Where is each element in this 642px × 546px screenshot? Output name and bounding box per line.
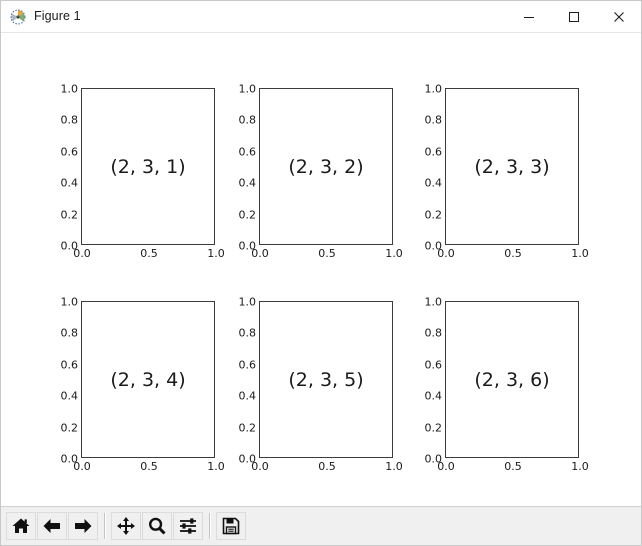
y-tick-label: 0.0 [60,452,79,466]
y-tick-label: 0.4 [424,176,443,190]
y-tick-label: 0.6 [424,145,443,159]
y-tick-label: 0.0 [238,239,257,253]
subplot-annotation: (2, 3, 1) [110,155,186,178]
y-tick-label: 0.0 [60,239,79,253]
zoom-button[interactable] [142,512,172,540]
y-tick-label: 0.2 [238,208,257,222]
x-tick-label: 1.0 [385,247,403,260]
home-button[interactable] [6,512,36,540]
subplot-annotation: (2, 3, 5) [288,368,364,391]
y-tick-label: 0.8 [60,113,79,127]
y-tick-label: 1.0 [238,295,257,309]
matplotlib-logo-icon [10,9,26,25]
pan-move-icon [117,517,135,535]
y-tick-label: 0.0 [238,452,257,466]
minimize-button[interactable] [506,1,551,32]
x-tick-label: 0.5 [140,460,158,473]
y-tick-label: 0.8 [238,113,257,127]
figure-canvas-area[interactable]: (2, 3, 1) 0.0 0.2 0.4 0.6 0.8 1.0 0.0 0.5 1.0 (2, … [1,33,641,506]
configure-subplots-button[interactable] [173,512,203,540]
subplot-annotation: (2, 3, 4) [110,368,186,391]
subplot-axes-3[interactable]: (2, 3, 3) 0.0 0.2 0.4 0.6 0.8 1.0 0.0 0.5 1.0 [425,83,589,261]
window-title: Figure 1 [34,9,81,24]
y-tick-label: 0.2 [60,208,79,222]
y-tick-label: 0.2 [424,421,443,435]
x-tick-label: 1.0 [207,460,225,473]
maximize-icon [568,11,579,22]
window-controls [506,1,641,32]
y-tick-label: 0.4 [424,389,443,403]
y-tick-label: 0.6 [238,145,257,159]
x-tick-label: 0.5 [504,460,522,473]
y-tick-label: 1.0 [424,82,443,96]
subplot-axes-4[interactable]: (2, 3, 4) 0.0 0.2 0.4 0.6 0.8 1.0 0.0 0.5 1.0 [61,296,225,474]
y-tick-label: 0.4 [238,389,257,403]
back-arrow-icon [43,519,60,533]
x-tick-label: 0.5 [140,247,158,260]
forward-button[interactable] [68,512,98,540]
back-button[interactable] [37,512,67,540]
y-tick-label: 0.6 [60,145,79,159]
close-button[interactable] [596,1,641,32]
x-tick-label: 1.0 [571,247,589,260]
window-titlebar[interactable]: Figure 1 [1,1,641,33]
figure-canvas[interactable]: (2, 3, 1) 0.0 0.2 0.4 0.6 0.8 1.0 0.0 0.5 1.0 (2, … [1,33,641,506]
save-button[interactable] [216,512,246,540]
x-tick-label: 1.0 [571,460,589,473]
y-tick-label: 0.6 [424,358,443,372]
save-floppy-icon [222,517,240,535]
y-tick-label: 0.0 [424,239,443,253]
y-tick-label: 0.0 [424,452,443,466]
y-tick-label: 0.4 [60,176,79,190]
x-tick-label: 0.0 [73,247,91,260]
x-tick-label: 0.0 [437,247,455,260]
x-tick-label: 0.0 [73,460,91,473]
maximize-button[interactable] [551,1,596,32]
y-tick-label: 0.8 [424,113,443,127]
y-tick-label: 0.4 [60,389,79,403]
x-tick-label: 0.5 [318,247,336,260]
y-tick-label: 0.4 [238,176,257,190]
subplot-axes-1[interactable]: (2, 3, 1) 0.0 0.2 0.4 0.6 0.8 1.0 0.0 0.5 1.0 [61,83,225,261]
y-tick-label: 0.2 [424,208,443,222]
configure-subplots-sliders-icon [180,518,196,534]
close-icon [613,11,624,22]
x-tick-label: 0.0 [437,460,455,473]
x-tick-label: 0.5 [504,247,522,260]
y-tick-label: 0.2 [60,421,79,435]
subplot-axes-6[interactable]: (2, 3, 6) 0.0 0.2 0.4 0.6 0.8 1.0 0.0 0.5 1.0 [425,296,589,474]
x-tick-label: 0.5 [318,460,336,473]
subplot-axes-5[interactable]: (2, 3, 5) 0.0 0.2 0.4 0.6 0.8 1.0 0.0 0.5 1.0 [239,296,403,474]
subplot-annotation: (2, 3, 2) [288,155,364,178]
y-tick-label: 0.2 [238,421,257,435]
subplot-annotation: (2, 3, 3) [474,155,550,178]
subplot-annotation: (2, 3, 6) [474,368,550,391]
minimize-icon [523,16,534,18]
zoom-magnifier-icon [149,517,166,535]
y-tick-label: 0.8 [424,326,443,340]
toolbar-separator [104,513,106,539]
y-tick-label: 0.8 [60,326,79,340]
x-tick-label: 0.0 [251,247,269,260]
x-tick-label: 0.0 [251,460,269,473]
subplot-axes-2[interactable]: (2, 3, 2) 0.0 0.2 0.4 0.6 0.8 1.0 0.0 0.5 1.0 [239,83,403,261]
navigation-toolbar[interactable] [1,506,641,545]
pan-button[interactable] [111,512,141,540]
y-tick-label: 1.0 [238,82,257,96]
y-tick-label: 0.6 [60,358,79,372]
y-tick-label: 1.0 [60,82,79,96]
x-tick-label: 1.0 [385,460,403,473]
y-tick-label: 1.0 [424,295,443,309]
y-tick-label: 0.6 [238,358,257,372]
y-tick-label: 0.8 [238,326,257,340]
x-tick-label: 1.0 [207,247,225,260]
forward-arrow-icon [75,519,92,533]
home-icon [12,518,30,533]
y-tick-label: 1.0 [60,295,79,309]
toolbar-separator [209,513,211,539]
